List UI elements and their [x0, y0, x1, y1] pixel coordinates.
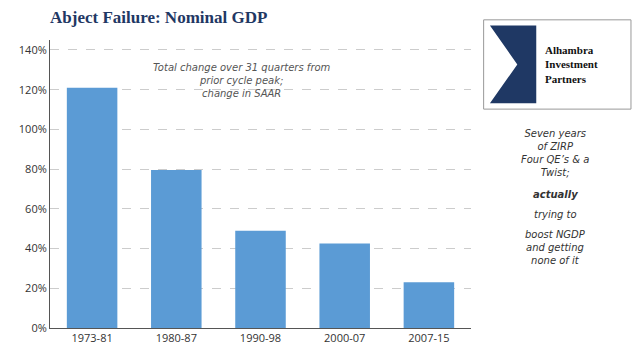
svg-text:trying to: trying to: [534, 209, 577, 220]
svg-text:120%: 120%: [19, 82, 47, 97]
svg-text:Total change over 31 quarters: Total change over 31 quarters fromprior …: [153, 62, 331, 99]
svg-text:80%: 80%: [25, 161, 47, 176]
svg-text:40%: 40%: [25, 240, 47, 255]
svg-text:1973-81: 1973-81: [71, 330, 112, 345]
svg-text:boost NGDPand gettingnone of i: boost NGDPand gettingnone of it: [525, 229, 586, 266]
svg-text:2000-07: 2000-07: [324, 330, 365, 345]
svg-text:0%: 0%: [31, 320, 46, 335]
svg-text:20%: 20%: [25, 280, 47, 295]
svg-text:actually: actually: [533, 189, 578, 200]
svg-text:100%: 100%: [19, 121, 47, 136]
svg-text:1990-98: 1990-98: [240, 330, 281, 345]
svg-text:2007-15: 2007-15: [408, 330, 449, 345]
svg-text:60%: 60%: [25, 201, 47, 216]
svg-text:Abject Failure: Nominal GDP: Abject Failure: Nominal GDP: [50, 8, 267, 27]
svg-text:1980-87: 1980-87: [156, 330, 197, 345]
svg-text:140%: 140%: [19, 42, 47, 57]
svg-text:Seven yearsof ZIRPFour QE’s &: Seven yearsof ZIRPFour QE’s & aTwist;: [521, 128, 589, 178]
svg-text:AlhambraInvestmentPartners: AlhambraInvestmentPartners: [545, 44, 598, 85]
